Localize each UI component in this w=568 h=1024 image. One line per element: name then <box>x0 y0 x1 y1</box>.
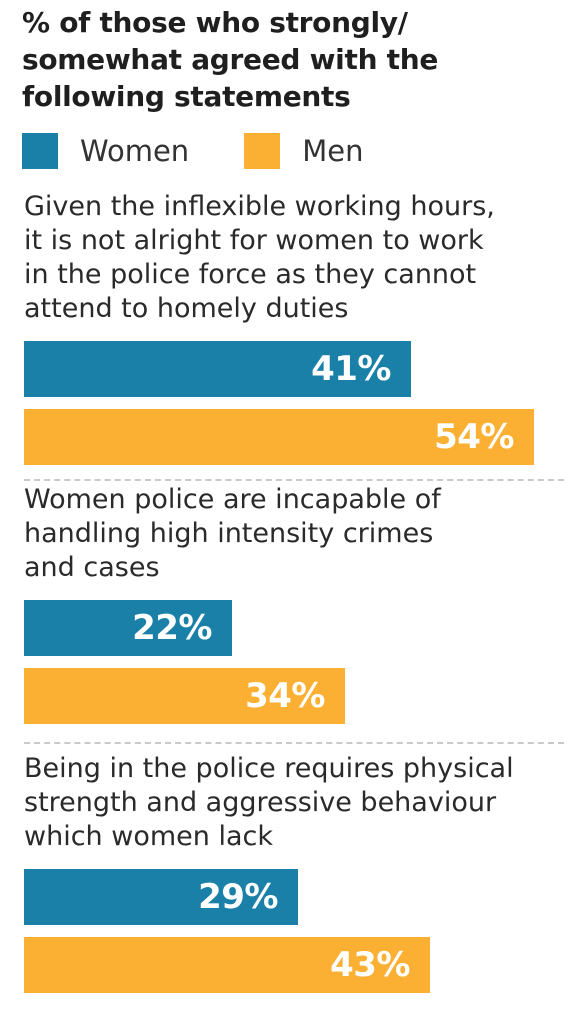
statement-line: handling high intensity crimes <box>24 518 434 549</box>
bar-value-label: 29% <box>198 877 278 917</box>
legend-label-women: Women <box>80 134 190 168</box>
bar-value-label: 34% <box>245 676 325 716</box>
bar-value-label: 54% <box>434 417 514 457</box>
group-divider <box>24 479 564 481</box>
bar-men-2: 34% <box>24 668 345 724</box>
statement-line: attend to homely duties <box>24 293 349 324</box>
statement-line: it is not alright for women to work <box>24 225 484 256</box>
bar-value-label: 22% <box>132 608 212 648</box>
statement-3: Being in the police requires physical str… <box>24 752 544 854</box>
legend-label-men: Men <box>302 134 364 168</box>
chart-title-line: % of those who strongly/ <box>22 6 408 39</box>
statement-line: Being in the police requires physical <box>24 753 514 784</box>
legend-swatch-women <box>22 133 58 169</box>
statement-line: which women lack <box>24 821 273 852</box>
chart-title-line: following statements <box>22 80 351 113</box>
chart-title-line: somewhat agreed with the <box>22 43 439 76</box>
bar-value-label: 43% <box>330 945 410 985</box>
chart-title: % of those who strongly/ somewhat agreed… <box>22 4 552 115</box>
bar-men-1: 54% <box>24 409 534 465</box>
bar-value-label: 41% <box>311 349 391 389</box>
statement-line: Given the inflexible working hours, <box>24 191 495 222</box>
legend: Women Men <box>22 132 418 170</box>
legend-swatch-men <box>244 133 281 169</box>
bar-women-2: 22% <box>24 600 232 656</box>
legend-item-women: Women <box>22 133 189 169</box>
statement-2: Women police are incapable of handling hi… <box>24 483 544 585</box>
statement-line: Women police are incapable of <box>24 484 441 515</box>
bar-women-1: 41% <box>24 341 411 397</box>
statement-1: Given the inflexible working hours, it is… <box>24 190 544 326</box>
legend-item-men: Men <box>244 133 363 169</box>
group-divider <box>24 742 564 744</box>
statement-line: and cases <box>24 552 160 583</box>
statement-line: strength and aggressive behaviour <box>24 787 497 818</box>
statement-line: in the police force as they cannot <box>24 259 477 290</box>
bar-men-3: 43% <box>24 937 430 993</box>
bar-women-3: 29% <box>24 869 298 925</box>
